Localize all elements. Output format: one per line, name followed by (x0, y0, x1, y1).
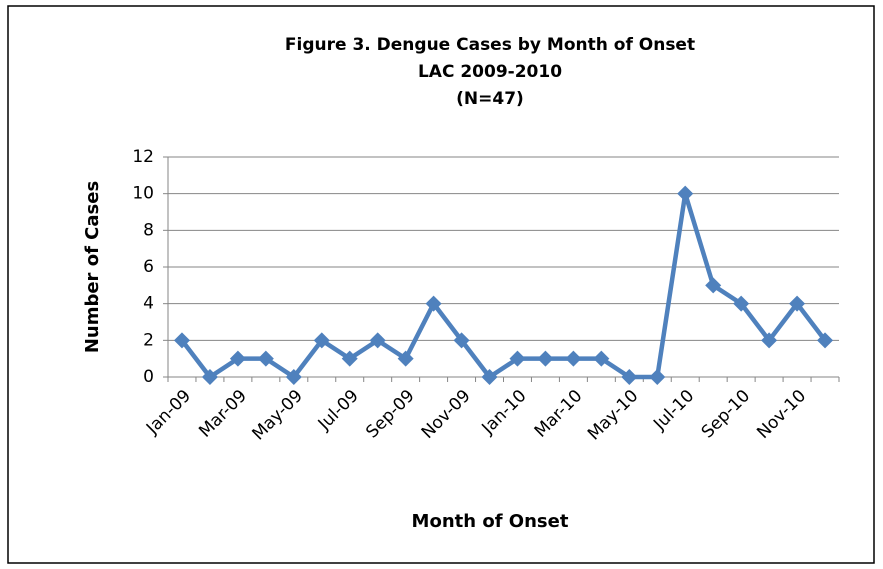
y-tick-label: 6 (143, 257, 154, 277)
marker (593, 350, 610, 367)
chart-frame (7, 5, 875, 564)
marker (817, 332, 834, 349)
marker (229, 350, 246, 367)
marker (789, 295, 806, 312)
chart-title: (N=47) (456, 89, 524, 109)
y-tick-label: 12 (132, 147, 154, 167)
marker (453, 332, 470, 349)
y-tick-label: 4 (143, 294, 154, 314)
marker (201, 369, 218, 385)
marker (649, 369, 666, 385)
y-tick-label: 0 (143, 367, 154, 387)
y-tick-label: 2 (143, 330, 154, 350)
marker (509, 350, 526, 367)
marker (537, 350, 554, 367)
y-axis-title: Number of Cases (82, 181, 103, 353)
y-tick-label: 8 (143, 220, 154, 240)
marker (425, 295, 442, 312)
marker (761, 332, 778, 349)
marker (397, 350, 414, 367)
marker (565, 350, 582, 367)
marker (369, 332, 386, 349)
marker (621, 369, 638, 385)
x-axis-title: Month of Onset (412, 511, 569, 532)
marker (285, 369, 302, 385)
chart-title: Figure 3. Dengue Cases by Month of Onset (285, 35, 695, 55)
marker (313, 332, 330, 349)
marker (257, 350, 274, 367)
marker (733, 295, 750, 312)
marker (481, 369, 498, 385)
marker (341, 350, 358, 367)
marker (705, 277, 722, 294)
y-tick-label: 10 (132, 184, 154, 204)
marker (677, 185, 694, 202)
chart-title: LAC 2009-2010 (418, 62, 562, 82)
marker (173, 332, 190, 349)
